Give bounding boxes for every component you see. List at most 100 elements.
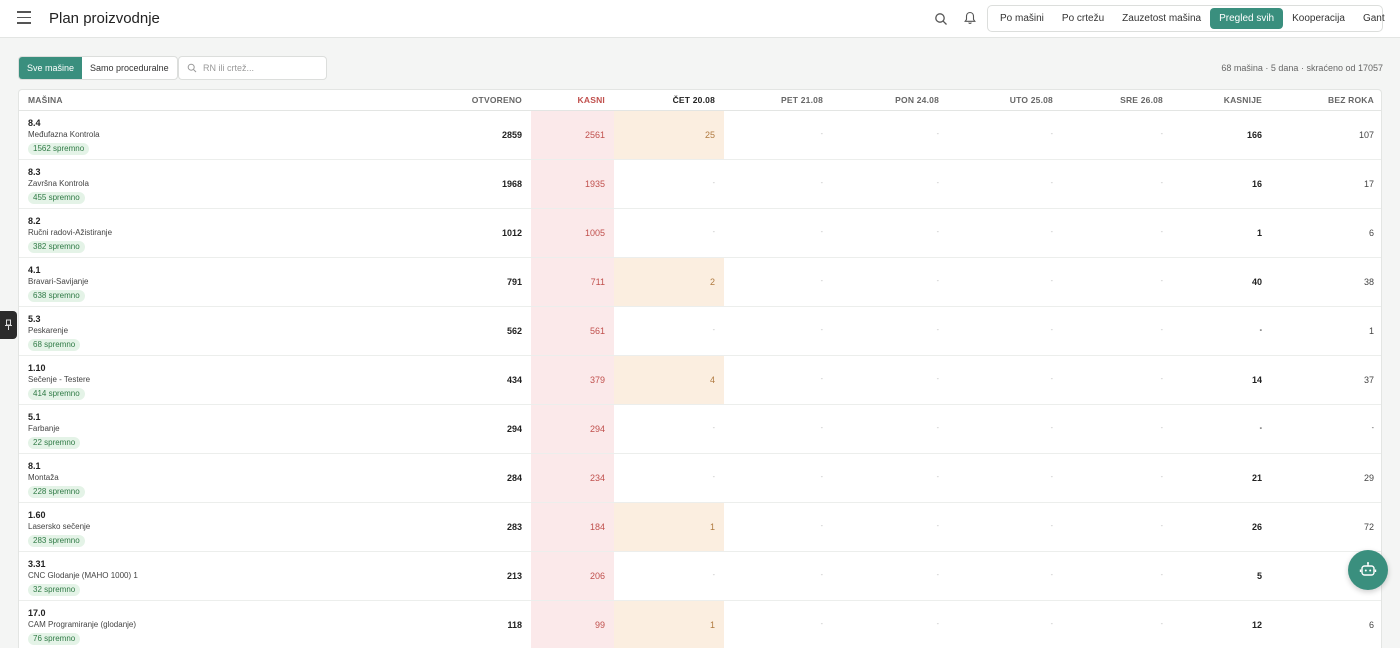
ready-badge: 638 spremno (28, 289, 85, 302)
col-header-day-5[interactable]: SRE 26.08 (1062, 90, 1172, 111)
day-2-cell: - (724, 110, 832, 160)
col-header-masina[interactable]: MAŠINA (19, 90, 219, 111)
machine-name: Međufazna Kontrola (28, 129, 100, 139)
col-header-bez-roka[interactable]: BEZ ROKA (1271, 90, 1381, 111)
kasni-cell: 2561 (531, 110, 614, 160)
machine-filter-toggle: Sve mašine Samo proceduralne (18, 56, 178, 80)
nav-po-masini[interactable]: Po mašini (1000, 13, 1044, 24)
ready-badge: 228 spremno (28, 485, 85, 498)
day-4-cell: - (948, 404, 1062, 454)
nav-po-crtezu[interactable]: Po crtežu (1061, 13, 1105, 24)
machine-cell: 5.1 Farbanje 22 spremno (19, 404, 219, 454)
day-2-cell: - (724, 159, 832, 209)
machine-code: 8.3 (28, 166, 41, 177)
ready-badge: 32 spremno (28, 583, 81, 596)
ready-badge: 283 spremno (28, 534, 85, 547)
order-search-input[interactable] (203, 63, 323, 73)
day-4-cell: - (948, 159, 1062, 209)
day-3-cell: - (832, 551, 948, 601)
table-row[interactable]: 5.1 Farbanje 22 spremno 294 294- - - - - - - (19, 404, 1381, 454)
machine-cell: 4.1 Bravari-Savijanje 638 spremno (19, 257, 219, 307)
search-icon[interactable] (934, 12, 948, 26)
table-row[interactable]: 17.0 CAM Programiranje (glodanje) 76 sprem… (19, 600, 1381, 648)
day-4-cell: - (948, 208, 1062, 258)
machine-name: Farbanje (28, 423, 60, 433)
table-row[interactable]: 4.1 Bravari-Savijanje 638 spremno 791 711 2- -… (19, 257, 1381, 307)
day-5-cell: - (1062, 110, 1172, 160)
bez-roka-cell: 38 (1271, 257, 1381, 307)
day-1-cell: - (614, 159, 724, 209)
filter-procedural-only[interactable]: Samo proceduralne (90, 63, 169, 73)
otvoreno-cell: 1968 (219, 159, 531, 209)
machine-code: 4.1 (28, 264, 41, 275)
otvoreno-cell: 2859 (219, 110, 531, 160)
bez-roka-cell: 1 (1271, 306, 1381, 356)
col-header-otvoreno[interactable]: OTVORENO (219, 90, 531, 111)
bell-icon[interactable] (963, 11, 977, 25)
otvoreno-cell: 562 (219, 306, 531, 356)
machine-cell: 8.1 Montaža 228 spremno (19, 453, 219, 503)
view-switcher: Po mašini Po crtežu Zauzetost mašina Pre… (987, 5, 1385, 32)
col-header-day-2[interactable]: PET 21.08 (724, 90, 832, 111)
kasni-cell: 1935 (531, 159, 614, 209)
otvoreno-cell: 213 (219, 551, 531, 601)
col-header-kasni[interactable]: KASNI (531, 90, 614, 111)
col-header-day-3[interactable]: PON 24.08 (832, 90, 948, 111)
table-row[interactable]: 8.3 Završna Kontrola 455 spremno 1968 1935- -… (19, 159, 1381, 209)
ready-badge: 76 spremno (28, 632, 81, 645)
kasni-cell: 379 (531, 355, 614, 405)
nav-zauzetost-masina[interactable]: Zauzetost mašina (1122, 13, 1202, 24)
table-row[interactable]: 8.1 Montaža 228 spremno 284 234- - - - -21 29 (19, 453, 1381, 503)
bez-roka-cell: 37 (1271, 355, 1381, 405)
kasni-cell: 711 (531, 257, 614, 307)
robot-icon (1359, 562, 1377, 576)
kasnije-cell: 16 (1172, 159, 1271, 209)
day-2-cell: - (724, 502, 832, 552)
col-header-day-1[interactable]: ČET 20.08 (614, 90, 724, 111)
day-3-cell: - (832, 306, 948, 356)
day-4-cell: - (948, 355, 1062, 405)
machine-name: Bravari-Savijanje (28, 276, 89, 286)
day-3-cell: - (832, 600, 948, 648)
day-5-cell: - (1062, 453, 1172, 503)
machine-cell: 8.3 Završna Kontrola 455 spremno (19, 159, 219, 209)
nav-gant[interactable]: Gant (1362, 13, 1385, 24)
col-header-day-4[interactable]: UTO 25.08 (948, 90, 1062, 111)
assistant-bot-button[interactable] (1348, 550, 1388, 590)
kasnije-cell: - (1172, 306, 1271, 356)
day-5-cell: - (1062, 355, 1172, 405)
day-3-cell: - (832, 502, 948, 552)
top-bar: Plan proizvodnje Po mašini Po crtežu Zau… (0, 0, 1400, 38)
machine-code: 17.0 (28, 607, 46, 618)
filter-all-machines[interactable]: Sve mašine (19, 57, 83, 79)
day-1-cell: 2 (614, 257, 724, 307)
table-row[interactable]: 1.10 Sečenje - Testere 414 spremno 434 379 4-… (19, 355, 1381, 405)
day-2-cell: - (724, 600, 832, 648)
nav-pregled-svih[interactable]: Pregled svih (1210, 8, 1284, 29)
table-row[interactable]: 3.31 CNC Glodanje (MAHO 1000) 1 32 spremno… (19, 551, 1381, 601)
otvoreno-cell: 1012 (219, 208, 531, 258)
machine-name: Ručni radovi-Ažistiranje (28, 227, 113, 237)
table-row[interactable]: 8.2 Ručni radovi-Ažistiranje 382 spremno 10… (19, 208, 1381, 258)
day-3-cell: - (832, 355, 948, 405)
day-5-cell: - (1062, 257, 1172, 307)
hamburger-menu-icon[interactable] (17, 11, 31, 24)
search-icon (187, 63, 197, 73)
kasnije-cell: 166 (1172, 110, 1271, 160)
table-row[interactable]: 5.3 Peskarenje 68 spremno 562 561- - - - - -1 (19, 306, 1381, 356)
bez-roka-cell: 17 (1271, 159, 1381, 209)
page-title: Plan proizvodnje (49, 10, 160, 27)
pin-panel-tab[interactable] (0, 311, 17, 339)
table-row[interactable]: 1.60 Lasersko sečenje 283 spremno 283 184 1- -… (19, 502, 1381, 552)
machine-name: Sečenje - Testere (28, 374, 91, 384)
machine-code: 8.2 (28, 215, 41, 226)
nav-kooperacija[interactable]: Kooperacija (1292, 13, 1345, 24)
day-3-cell: - (832, 208, 948, 258)
table-row[interactable]: 8.4 Međufazna Kontrola 1562 spremno 2859 256… (19, 110, 1381, 160)
day-2-cell: - (724, 257, 832, 307)
day-1-cell: 4 (614, 355, 724, 405)
col-header-kasnije[interactable]: KASNIJE (1172, 90, 1271, 111)
kasnije-cell: 14 (1172, 355, 1271, 405)
bez-roka-cell: 72 (1271, 502, 1381, 552)
kasnije-cell: - (1172, 404, 1271, 454)
